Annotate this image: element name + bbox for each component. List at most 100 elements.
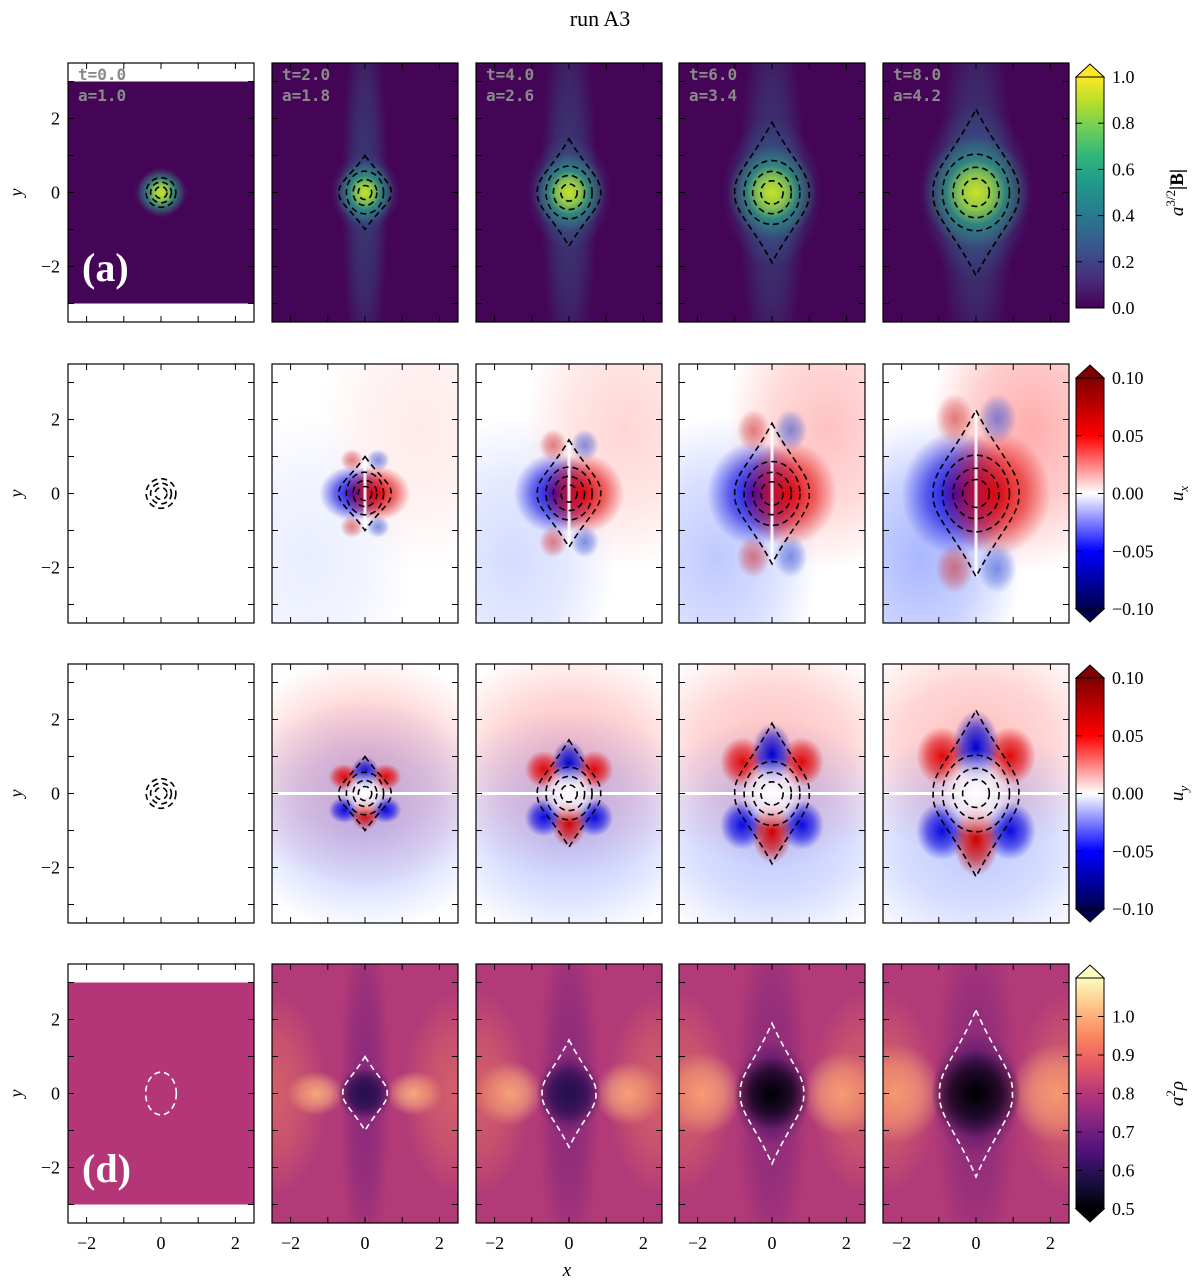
contour-line: [560, 183, 578, 202]
y-axis-label: y: [6, 790, 26, 800]
colorbar-label: uy: [1167, 786, 1191, 802]
colorbar-4: 0.5 0.6 0.7 0.8 0.9 1.0 a2ρ: [1074, 964, 1188, 1223]
heatmap-bright-lobe: [883, 989, 939, 1198]
axes-b-5: [882, 363, 1070, 624]
contour-line: [932, 107, 1020, 278]
contour-line: [338, 154, 392, 231]
contour-line: [536, 738, 602, 849]
scale-factor-label: a=2.6: [486, 86, 534, 105]
contour-line: [743, 159, 801, 226]
colorbar-tick-label: 0.00: [1112, 484, 1144, 504]
contour-line: [552, 775, 586, 812]
heatmap-lobe: [538, 525, 568, 558]
contour-line: [338, 455, 392, 532]
time-label: t=4.0: [486, 65, 534, 84]
heatmap-positive-lobe: [542, 453, 625, 534]
panel-b-2: [272, 364, 458, 623]
heatmap-lobe: [340, 515, 364, 538]
panel-c-3: [476, 664, 662, 923]
x-tick-label: 2: [1046, 1233, 1055, 1253]
heatmap-lobe: [538, 429, 568, 462]
axes-d-3: −2 0 2: [475, 963, 663, 1253]
y-tick-label: 0: [51, 784, 60, 804]
contour-line: [941, 153, 1011, 232]
x-tick-label: 0: [768, 1233, 777, 1253]
heatmap-core: [339, 1069, 391, 1118]
contour-line: [536, 438, 602, 549]
heatmap-bright-lobe: [1013, 989, 1069, 1198]
heatmap-background: [68, 982, 254, 1205]
time-label: t=0.0: [78, 65, 126, 84]
heatmap-lobe: [570, 429, 600, 462]
heatmap-bright-lobe: [809, 989, 865, 1198]
heatmap-lobe: [340, 449, 364, 472]
contour-line: [938, 1008, 1014, 1179]
heatmap-lobe: [366, 515, 390, 538]
heatmap-lobe: [978, 393, 1017, 444]
contour-line: [545, 165, 593, 220]
contour-line: [961, 478, 991, 509]
x-tick-label: 2: [842, 1233, 851, 1253]
contour-line: [145, 477, 177, 510]
y-tick-label: 0: [51, 1084, 60, 1104]
scale-factor-label: a=1.0: [78, 86, 126, 105]
heatmap-core: [930, 1050, 1022, 1137]
colorbar-tick-label: −0.05: [1112, 841, 1154, 861]
heatmap-bright-lobe: [476, 989, 532, 1198]
panel-d-2: [272, 964, 458, 1223]
heatmap-lobe: [736, 535, 771, 578]
heatmap-lobe: [935, 393, 974, 444]
colorbar-tick-label: −0.10: [1112, 599, 1154, 619]
scale-factor-label: a=1.8: [282, 86, 330, 105]
x-tick-label: 0: [361, 1233, 370, 1253]
heatmap-lobe: [935, 543, 974, 594]
contour-line: [560, 784, 578, 803]
colorbar-2: −0.10 −0.05 0.00 0.05 0.10 ux: [1074, 364, 1191, 623]
panel-a-2: [272, 63, 458, 322]
colorbar-extend-max: [1074, 63, 1106, 78]
panel-letter: (a): [82, 245, 129, 290]
colorbar-tick-label: 0.10: [1112, 368, 1144, 388]
contour-line: [345, 771, 385, 816]
contour-line: [342, 1054, 388, 1133]
heatmap-core: [537, 1063, 601, 1124]
panel-d-4: [679, 964, 865, 1223]
heatmap-lobe: [773, 535, 808, 578]
y-tick-label: 0: [51, 183, 60, 203]
colorbar-tick-label: 0.6: [1112, 1161, 1135, 1181]
contour-line: [357, 184, 373, 201]
x-tick-label: 2: [435, 1233, 444, 1253]
panel-letter: (b): [82, 546, 131, 591]
scale-factor-label: a=4.2: [893, 86, 941, 105]
panel-b-4: [679, 364, 865, 623]
axes-b-1: −2 0 2 y: [6, 363, 255, 624]
contour-line: [357, 785, 373, 802]
axes-d-5: −2 0 2: [882, 963, 1070, 1253]
contour-line: [536, 137, 602, 248]
panel-letter: (c): [82, 846, 127, 891]
x-tick-label: −2: [892, 1233, 911, 1253]
contour-line: [932, 708, 1020, 879]
colorbar-extend-max: [1074, 664, 1106, 679]
heatmap-positive-lobe: [740, 440, 838, 547]
contour-line: [760, 781, 784, 806]
axes-c-1: −2 0 2 y: [6, 663, 255, 924]
time-label: t=6.0: [689, 65, 737, 84]
contour-line: [149, 181, 173, 204]
x-tick-label: −2: [688, 1233, 707, 1253]
panel-d-5: [883, 964, 1069, 1223]
contour-line: [545, 766, 593, 821]
contour-line: [733, 421, 811, 566]
contour-line: [952, 467, 1000, 520]
axes-c-2: [271, 663, 459, 924]
colorbar-extend-max: [1074, 364, 1106, 379]
colorbar-extend-min: [1074, 1208, 1106, 1223]
heatmap-peak: [147, 177, 175, 208]
colorbar-tick-label: 0.00: [1112, 784, 1144, 804]
y-axis-label: y: [6, 189, 26, 199]
heatmap-peak: [946, 160, 1006, 225]
axes-d-4: −2 0 2: [678, 963, 866, 1253]
y-tick-label: 0: [51, 484, 60, 504]
contour-line: [145, 176, 177, 209]
